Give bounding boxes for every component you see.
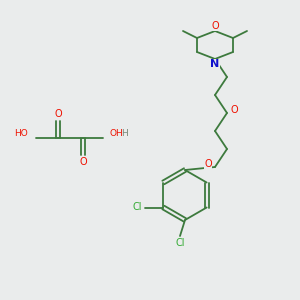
Text: Cl: Cl xyxy=(133,202,142,212)
Text: O: O xyxy=(79,157,87,167)
Text: N: N xyxy=(210,59,220,69)
Text: OH: OH xyxy=(110,130,124,139)
Text: O: O xyxy=(54,109,62,119)
Text: H: H xyxy=(121,130,128,139)
Text: O: O xyxy=(230,105,238,115)
Text: HO: HO xyxy=(14,130,28,139)
Text: Cl: Cl xyxy=(175,238,185,248)
Text: O: O xyxy=(211,21,219,31)
Text: O: O xyxy=(204,159,212,169)
